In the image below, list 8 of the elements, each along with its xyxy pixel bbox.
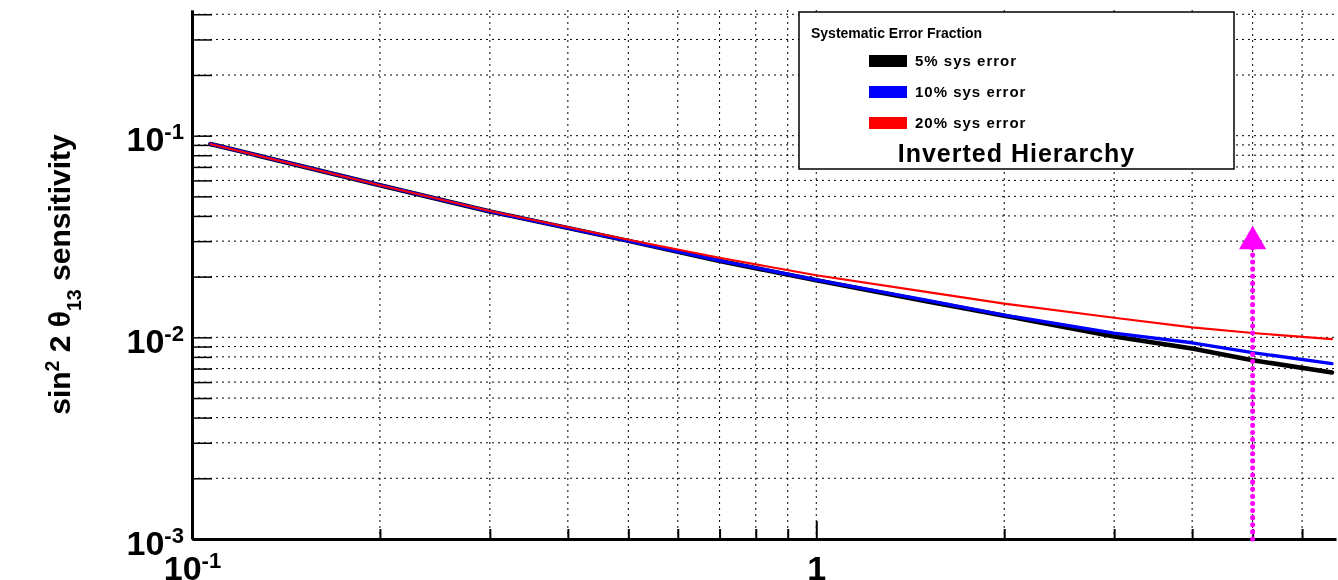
legend-label: 5% sys error (915, 52, 1018, 69)
legend-label: 10% sys error (915, 83, 1027, 100)
legend-title: Systematic Error Fraction (811, 25, 983, 41)
x-tick-label: 1 (807, 548, 827, 580)
y-tick-label: 10$^{-1}$ (126, 118, 184, 159)
annotation: Inverted Hierarchy (897, 139, 1136, 167)
y-tick-label: 10$^{-2}$ (126, 320, 184, 361)
legend-label: 20% sys error (915, 114, 1027, 131)
